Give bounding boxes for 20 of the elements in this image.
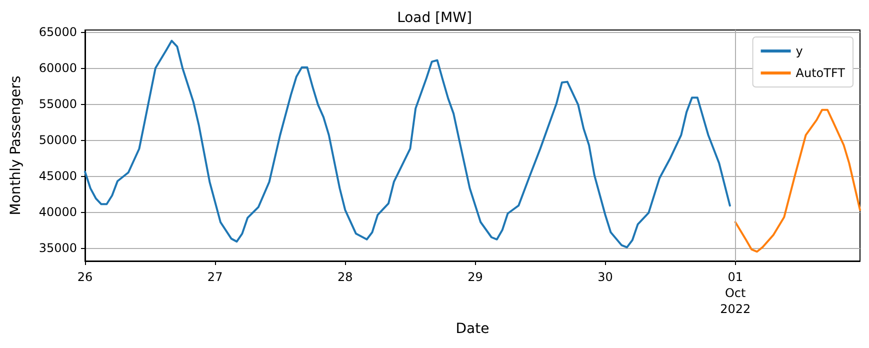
x-tick-label: 27: [207, 270, 223, 284]
line-series: [734, 108, 861, 253]
y-tick-label: 55000: [38, 97, 77, 112]
x-tick-label: 01 Oct 2022: [720, 270, 751, 316]
y-axis-title: Monthly Passengers: [8, 76, 24, 216]
x-tick-label: 30: [598, 270, 613, 284]
chart-title: Load [MW]: [397, 10, 472, 26]
line-series: [84, 40, 731, 248]
x-tick-label: 28: [338, 270, 353, 284]
y-tick-label: 45000: [38, 169, 77, 184]
legend-label: y: [796, 44, 803, 58]
x-tick-label: 26: [77, 270, 93, 284]
legend-label: AutoTFT: [796, 66, 846, 80]
y-tick-label: 65000: [38, 25, 77, 40]
x-axis-title: Date: [456, 320, 490, 337]
y-tick-label: 50000: [38, 133, 77, 148]
y-tick-label: 40000: [38, 205, 77, 220]
x-tick-label: 29: [468, 270, 483, 284]
y-tick-label: 60000: [38, 61, 77, 76]
y-tick-label: 35000: [38, 241, 77, 256]
